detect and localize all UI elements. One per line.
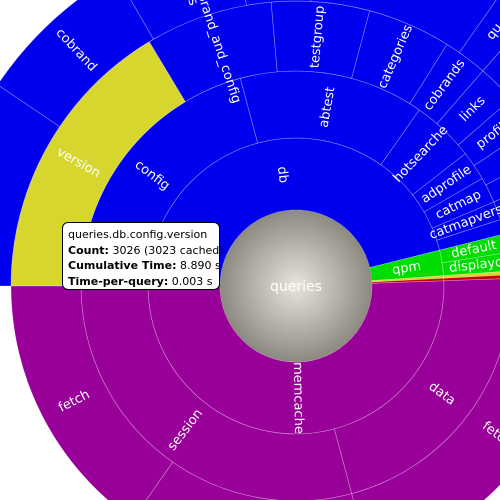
label-ring1-qpm: qpm [391, 259, 422, 278]
tooltip-count-label: Count: [68, 243, 109, 257]
center-node-queries[interactable] [220, 210, 372, 362]
segment-ring3-update[interactable] [133, 461, 370, 500]
label-ring1-db: db [274, 166, 291, 184]
tooltip-cumulative-row: Cumulative Time: 8.890 s [68, 258, 221, 274]
label-ring3-seo: seo [497, 145, 500, 170]
tooltip-cumulative-value: 8.890 s [179, 259, 221, 272]
label-ring4-classes: classes [171, 0, 201, 8]
tooltip-tpq-label: Time-per-query: [68, 274, 169, 288]
tooltip-count-row: Count: 3026 (3023 cached) [68, 243, 224, 259]
segment-ring3-testgroup[interactable] [270, 0, 371, 79]
segment-ring3-segment[interactable] [493, 175, 500, 220]
tooltip-title: queries.db.config.version [68, 228, 208, 241]
label-ring1-memcache: memcache [290, 362, 306, 434]
tooltip-count-value: 3026 (3023 cached) [112, 243, 224, 257]
segment-ring1-memcache[interactable] [147, 280, 445, 435]
label-ring2-displayd: displayd [448, 255, 500, 276]
segment-ring3-fetch[interactable] [10, 285, 174, 500]
segment-ring2-session[interactable] [80, 285, 353, 500]
tooltip: queries.db.config.version Count: 3026 (3… [62, 222, 224, 290]
segment-ring2-hotsearche[interactable] [380, 109, 466, 196]
tooltip-tpq-value: 0.003 s [171, 274, 213, 288]
center-label: queries [270, 279, 322, 295]
tooltip-tpq-row: Time-per-query: 0.003 s [68, 274, 214, 290]
segment-ring4-segment[interactable] [233, 0, 314, 6]
segment-ring4-op[interactable] [0, 85, 61, 287]
label-ring3-testgroup: testgroup [308, 5, 328, 69]
label-ring2-abtest: abtest [317, 86, 339, 129]
tooltip-cumulative-label: Cumulative Time: [68, 259, 177, 272]
segment-ring3-fetch[interactable] [351, 276, 500, 500]
segment-ring4-appare[interactable] [482, 14, 500, 143]
